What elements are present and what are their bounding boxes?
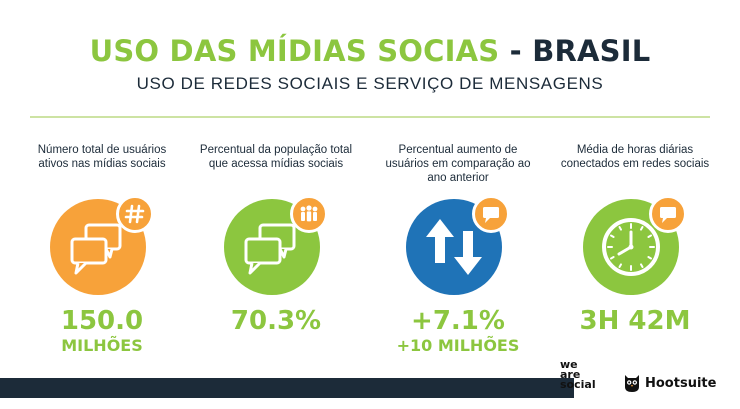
stat-value: 150.0: [60, 306, 144, 336]
stat-population-share: Percentual da população total que acessa…: [196, 143, 356, 335]
header: USO DAS MÍDIAS SOCIAS - BRASIL USO DE RE…: [0, 34, 740, 94]
title-main: USO DAS MÍDIAS SOCIAS: [89, 34, 500, 68]
stat-label: Percentual da população total que acessa…: [199, 144, 353, 170]
stat-value: 70.3%: [230, 306, 322, 336]
title-separator: -: [499, 34, 533, 68]
hashtag-icon: [116, 195, 154, 233]
stat-label: Percentual aumento de usuários em compar…: [385, 144, 531, 184]
we-are-social-logo: we are social: [560, 358, 596, 391]
stat-icon-group: [406, 195, 510, 299]
stat-label: Média de horas diárias conectados em red…: [560, 144, 710, 170]
chat-icon: [649, 195, 687, 233]
stat-growth: Percentual aumento de usuários em compar…: [378, 143, 538, 355]
stat-active-users: Número total de usuários ativos nas mídi…: [22, 143, 182, 355]
hootsuite-logo: Hootsuite: [623, 373, 716, 393]
footer-bar: [0, 378, 574, 398]
stat-icon-group: [50, 195, 154, 299]
stat-icon-group: [224, 195, 328, 299]
logo-word: we: [560, 358, 578, 371]
page-title: USO DAS MÍDIAS SOCIAS - BRASIL: [0, 34, 740, 68]
title-country: BRASIL: [532, 34, 651, 68]
owl-icon: [625, 375, 639, 392]
logo-word: are: [560, 368, 581, 381]
stat-subvalue: +10 MILHÕES: [396, 336, 520, 355]
logo-word: social: [560, 378, 596, 391]
chat-bubbles-icon: [224, 199, 320, 295]
stat-value: 3H 42M: [579, 306, 691, 336]
stat-value: +7.1%: [411, 306, 505, 336]
stat-label: Número total de usuários ativos nas mídi…: [37, 144, 167, 170]
stat-icon-group: [583, 195, 687, 299]
chat-icon: [472, 195, 510, 233]
hootsuite-text: Hootsuite: [645, 375, 717, 391]
header-divider: [30, 116, 710, 118]
page-subtitle: USO DE REDES SOCIAIS E SERVIÇO DE MENSAG…: [136, 74, 604, 93]
people-icon: [290, 195, 328, 233]
stat-daily-hours: Média de horas diárias conectados em red…: [555, 143, 715, 335]
stat-subvalue: MILHÕES: [61, 336, 143, 355]
